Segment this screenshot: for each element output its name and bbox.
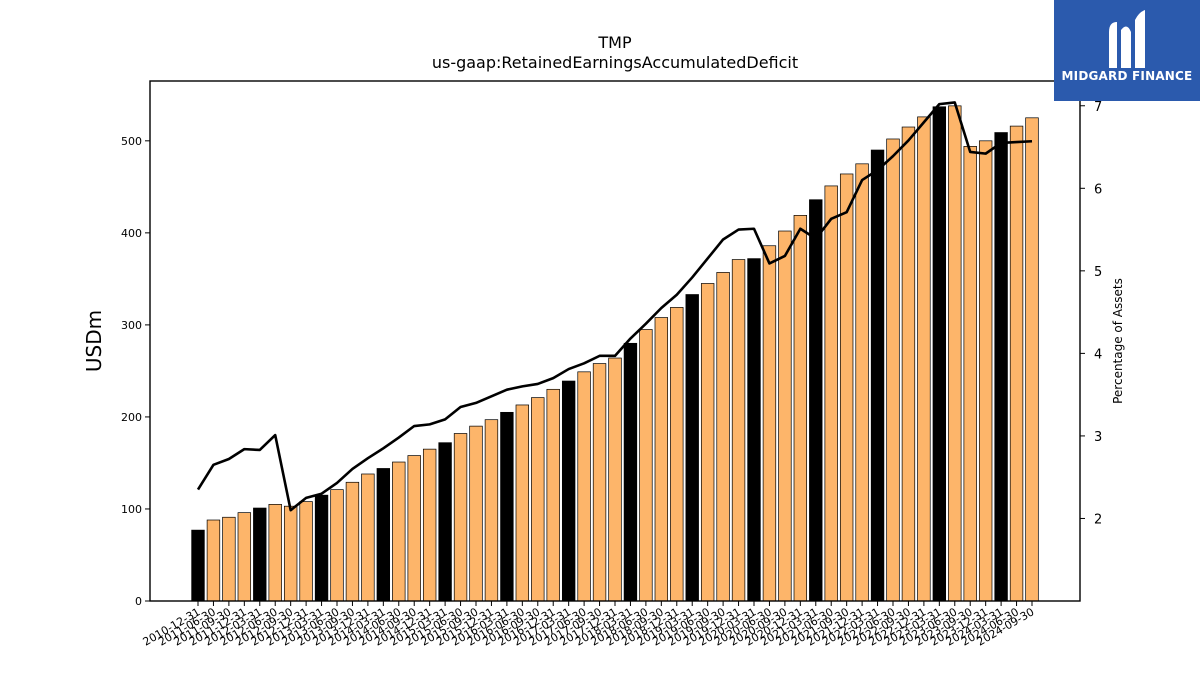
bar (731, 259, 746, 602)
bar (330, 489, 344, 602)
bar (283, 505, 298, 602)
bar (870, 149, 885, 602)
bar (469, 425, 483, 602)
y2-tick-label: 6 (1094, 182, 1102, 197)
bar (685, 294, 699, 602)
bar (901, 126, 916, 602)
bar (855, 163, 869, 602)
y-tick-label: 200 (121, 411, 142, 424)
bar (592, 363, 607, 602)
bar (577, 371, 591, 602)
bar (484, 419, 499, 602)
bar (361, 473, 375, 602)
chart-title: TMP (597, 33, 632, 52)
y-axis-ticks: 0 100 200 300 400 500 (121, 135, 150, 608)
x-axis-ticks: 2010-12-312011-06-302011-09-302011-12-31… (141, 601, 1037, 649)
bar (762, 245, 777, 602)
bar (299, 501, 313, 602)
bar (778, 230, 792, 602)
bar (253, 507, 267, 602)
bar (1009, 125, 1024, 602)
bar (206, 519, 221, 602)
bar (268, 504, 282, 602)
bar (623, 342, 638, 602)
y2-tick-label: 3 (1094, 430, 1102, 445)
bar (392, 461, 406, 602)
midgard-mi-monogram-icon (1109, 10, 1145, 68)
bar (237, 512, 252, 602)
bar (407, 455, 421, 602)
bar (345, 481, 360, 602)
y-tick-label: 0 (135, 595, 142, 608)
bar (438, 442, 452, 602)
y-tick-label: 300 (121, 319, 142, 332)
bar (561, 380, 576, 602)
y2-tick-label: 5 (1094, 265, 1102, 280)
bar (191, 529, 205, 602)
bar (716, 272, 730, 602)
bar (639, 329, 653, 602)
bar (376, 468, 391, 602)
bar (963, 146, 977, 602)
bar (314, 494, 329, 602)
chart-subtitle: us-gaap:RetainedEarningsAccumulatedDefic… (432, 53, 798, 72)
bar (994, 132, 1008, 602)
y2-tick-label: 7 (1094, 100, 1102, 115)
bar (747, 258, 761, 602)
bar (809, 199, 823, 602)
bar (917, 116, 931, 602)
y-tick-label: 500 (121, 135, 142, 148)
bar (222, 516, 236, 602)
bar (670, 307, 684, 602)
percentage-line (196, 101, 1033, 512)
bar (839, 173, 854, 602)
bar (608, 357, 622, 602)
bar-series (191, 105, 1039, 602)
y2-tick-label: 4 (1094, 347, 1102, 362)
bar (978, 140, 993, 602)
bar (932, 106, 947, 602)
bar (886, 138, 900, 602)
y2-axis-label: Percentage of Assets (1111, 278, 1125, 404)
bar (654, 317, 669, 602)
bar (500, 411, 514, 602)
y2-tick-label: 2 (1094, 512, 1102, 527)
midgard-finance-logo: MIDGARD FINANCE (1054, 0, 1200, 101)
bar (700, 283, 715, 602)
bar (531, 397, 545, 602)
bar (793, 215, 808, 602)
bar (824, 185, 838, 602)
bar (515, 404, 530, 602)
bar (546, 388, 560, 602)
percentage-line-series (196, 101, 1033, 512)
bar (453, 433, 468, 602)
y2-axis-ticks: 2 3 4 5 6 7 (1080, 100, 1102, 527)
bar (422, 448, 437, 602)
brand-name: MIDGARD FINANCE (1061, 69, 1193, 83)
y-tick-label: 400 (121, 227, 142, 240)
bar (948, 105, 962, 602)
y-tick-label: 100 (121, 503, 142, 516)
bar (1025, 117, 1039, 602)
y-axis-label: USDm (82, 310, 106, 372)
